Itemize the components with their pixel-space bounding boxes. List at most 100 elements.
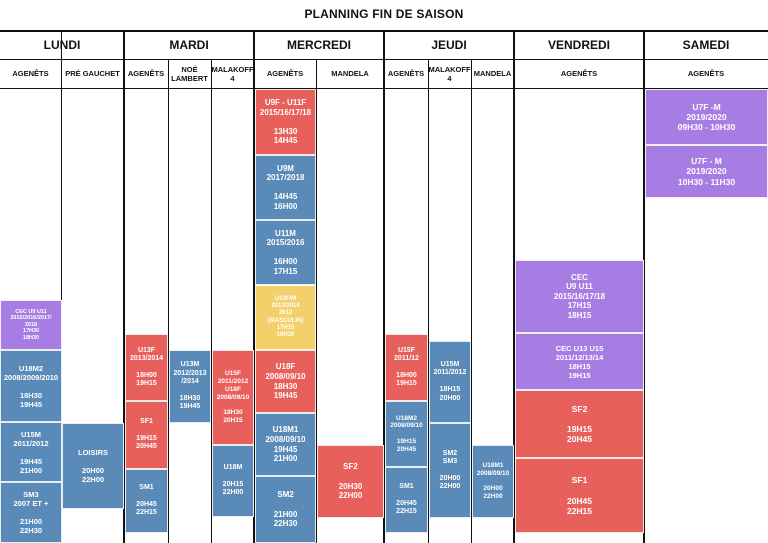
sub-jeudi-agenets: AGENÊTS <box>387 69 425 79</box>
event-line <box>189 387 191 395</box>
event-noe-u13m[interactable]: U13M 2012/2013/2014 18H30 19H45 <box>169 350 211 423</box>
event-line: U9M <box>277 163 294 173</box>
sub-mardi-malakoff: MALAKOFF 4 <box>211 64 254 83</box>
event-mal-u18m[interactable]: U18M 20H15 22H00 <box>212 445 254 517</box>
event-line: 14H45 <box>273 192 298 202</box>
event-line: 21H00 <box>273 509 298 519</box>
event-line <box>146 493 148 501</box>
event-line: 17H15 <box>273 266 298 276</box>
event-line: U15F <box>225 370 241 378</box>
event-mer-u13fm[interactable]: U13F/M 2013/2014 2012 (MASCULIN) 17H15 18H30 <box>255 285 316 350</box>
event-sam-u7f2[interactable]: U7F - M 2019/2020 10H30 - 11H30 <box>645 145 768 198</box>
event-mer-sm2[interactable]: SM2 21H00 22H30 <box>255 476 316 543</box>
event-line <box>406 363 408 371</box>
event-lun-u15m[interactable]: U15M 2011/2012 19H45 21H00 <box>0 422 62 482</box>
event-jman-u18m1[interactable]: U18M1 2008/09/10 20H00 22H00 <box>472 445 514 518</box>
event-line: CEC U9 U11 <box>15 308 47 315</box>
event-line: U13M <box>180 361 200 369</box>
event-line: U18M <box>223 464 243 472</box>
event-ven-sf1[interactable]: SF1 20H45 22H15 <box>515 458 644 533</box>
grid-vline <box>316 59 317 543</box>
event-line: 17H15 <box>276 324 295 331</box>
event-lun-sm3[interactable]: SM3 2007 ET + 21H00 22H30 <box>0 482 62 543</box>
event-line: 19H15 <box>396 380 417 388</box>
event-jeu-u18m2[interactable]: U18M2 2008/09/10 19H15 20H45 <box>385 401 428 467</box>
event-line: 2011/2012 <box>217 378 249 385</box>
event-line: 2008/09/10 <box>216 393 250 401</box>
event-mar-sm1[interactable]: SM1 20H45 22H15 <box>125 469 168 533</box>
event-line: 22H00 <box>439 483 461 491</box>
event-line: 22H15 <box>136 509 157 517</box>
event-line: SF1 <box>571 475 588 486</box>
event-ven-cec1[interactable]: CEC U9 U11 2015/16/17/18 17H15 18H15 <box>515 260 644 333</box>
event-line: 18H30 <box>223 409 243 417</box>
sub-vendredi-agenets: AGENÊTS <box>560 69 598 79</box>
event-line <box>284 500 286 510</box>
event-line: 10H30 - 11H30 <box>677 176 736 187</box>
event-line: 2017/2018 <box>266 173 305 183</box>
event-jeu-u15f[interactable]: U15F 2011/12 18H00 19H15 <box>385 334 428 401</box>
event-line: 2008/09/10 <box>390 422 423 430</box>
event-line: 19H15 <box>568 370 591 380</box>
event-mal-u15f[interactable]: U15F 2011/2012 U18F 2008/09/10 18H30 20H15 <box>212 350 254 445</box>
event-line: SM2 <box>442 449 458 457</box>
event-mar-sf1[interactable]: SF1 19H15 20H45 <box>125 401 168 469</box>
event-line: 16H00 <box>273 257 298 267</box>
event-line: 18H30 <box>273 381 298 391</box>
event-mer-u18m1[interactable]: U18M1 2008/09/10 19H45 21H00 <box>255 413 316 476</box>
event-line: 19H45 <box>273 444 298 454</box>
event-line: 20H45 <box>136 443 157 451</box>
event-line: 22H00 <box>222 489 244 497</box>
event-line: 19H15 <box>136 380 157 388</box>
event-line: 22H15 <box>566 505 593 516</box>
event-line <box>284 117 286 127</box>
event-line: 22H30 <box>273 519 298 529</box>
event-line: 2018 <box>24 321 38 328</box>
event-mar-u13f[interactable]: U13F 2013/2014 18H00 19H15 <box>125 334 168 401</box>
event-line: 20H45 <box>566 434 593 445</box>
event-ven-cec2[interactable]: CEC U13 U15 2011/12/13/14 18H15 19H15 <box>515 333 644 390</box>
event-mer-u11m[interactable]: U11M 2015/2016 16H00 17H15 <box>255 220 316 285</box>
sub-noe-lambert: NOÉ LAMBERT <box>171 64 208 83</box>
event-line: 18H30 <box>276 331 295 338</box>
event-line: U9 U11 <box>566 282 593 292</box>
event-line: /2014 <box>181 378 199 386</box>
event-man-sf2[interactable]: SF2 20H30 22H00 <box>317 445 384 518</box>
event-line: U7F -M <box>692 101 721 112</box>
event-mer-u18f[interactable]: U18F 2008/09/10 18H30 19H45 <box>255 350 316 413</box>
event-line: U18F <box>275 362 296 372</box>
event-jeu-sm1[interactable]: SM1 20H45 22H15 <box>385 467 428 533</box>
sub-pre-gauchet: PRÉ GAUCHET <box>65 69 120 79</box>
grid-vline <box>123 30 125 543</box>
event-line: 2011/12 <box>394 354 419 362</box>
event-line <box>449 378 451 386</box>
event-line: U13F/M <box>274 295 297 302</box>
event-sam-u7f1[interactable]: U7F -M 2019/2020 09H30 - 10H30 <box>645 89 768 145</box>
event-line: 2011/12/13/14 <box>555 352 604 362</box>
event-line: SM3 <box>442 457 458 465</box>
day-lundi: LUNDI <box>43 38 81 52</box>
event-jmal-sm2[interactable]: SM2 SM3 20H00 22H00 <box>429 423 471 518</box>
event-ven-sf2[interactable]: SF2 19H15 20H45 <box>515 390 644 458</box>
event-lun-u18m2[interactable]: U18M2 2008/2009/2010 18H30 19H45 <box>0 350 62 422</box>
event-lun-cec[interactable]: CEC U9 U11 2015/2016/2017/2018 17H30 18H30 <box>0 300 62 350</box>
event-mer-u9f[interactable]: U9F - U11F 2015/16/17/18 13H30 14H45 <box>255 89 316 155</box>
event-pre-loisirs[interactable]: LOISIRS 20H00 22H00 <box>62 423 124 509</box>
event-line: U15M <box>20 429 41 439</box>
event-line: 2015/2016/2017/ <box>10 315 52 322</box>
event-line: 2019/2020 <box>686 166 727 177</box>
event-line: 2011/2012 <box>13 438 49 448</box>
event-line <box>449 466 451 474</box>
event-line: 18H15 <box>568 361 591 371</box>
event-line: 19H15 <box>396 437 417 445</box>
event-line: 2013/2014 <box>271 303 300 310</box>
event-line: 2008/09/10 <box>265 434 306 444</box>
event-line: 2019/2020 <box>686 111 727 122</box>
grid-vline <box>211 59 212 543</box>
event-mer-u9m[interactable]: U9M 2017/2018 14H45 16H00 <box>255 155 316 220</box>
event-line: 18H00 <box>396 371 417 379</box>
event-line: 22H30 <box>19 526 43 535</box>
event-line: 2008/2009/2010 <box>3 372 59 382</box>
event-jmal-u15m[interactable]: U15M 2011/2012 18H15 20H00 <box>429 341 471 423</box>
event-line: (MASCULIN) <box>267 317 304 324</box>
